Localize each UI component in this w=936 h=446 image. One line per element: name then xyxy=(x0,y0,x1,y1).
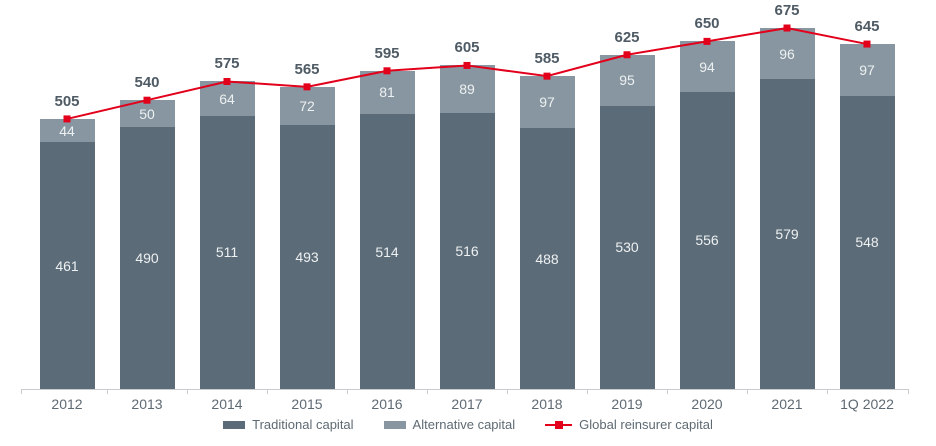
legend-item-traditional-capital: Traditional capital xyxy=(223,417,354,433)
legend-dot-icon xyxy=(555,421,564,429)
x-axis-label: 2019 xyxy=(611,396,643,412)
total-value-label: 585 xyxy=(534,50,560,68)
total-value-label: 575 xyxy=(214,55,240,73)
traditional-capital-segment xyxy=(519,128,575,389)
total-value-label: 645 xyxy=(854,18,880,36)
x-axis-tick xyxy=(507,389,508,394)
traditional-capital-value-label: 493 xyxy=(295,249,319,266)
x-axis-label: 2012 xyxy=(51,396,83,412)
total-value-label: 595 xyxy=(374,44,400,62)
total-value-label: 605 xyxy=(454,39,480,57)
x-axis-label: 2018 xyxy=(531,396,563,412)
traditional-capital-segment xyxy=(759,79,815,389)
x-axis-tick xyxy=(587,389,588,394)
alternative-capital-segment xyxy=(39,118,95,143)
x-axis-tick xyxy=(427,389,428,394)
traditional-capital-segment xyxy=(39,142,95,389)
alternative-capital-value-label: 96 xyxy=(779,45,795,62)
legend-label: Traditional capital xyxy=(252,417,354,432)
x-axis-tick xyxy=(347,389,348,394)
total-value-label: 565 xyxy=(294,60,320,78)
legend-swatch-icon xyxy=(223,421,246,429)
x-axis-tick xyxy=(667,389,668,394)
traditional-capital-value-label: 490 xyxy=(135,249,159,266)
x-axis-line xyxy=(21,389,908,390)
legend-label: Global reinsurer capital xyxy=(579,417,713,432)
total-value-label: 675 xyxy=(774,2,800,19)
traditional-capital-value-label: 511 xyxy=(215,244,239,261)
x-axis-label: 1Q 2022 xyxy=(840,396,894,412)
traditional-capital-segment xyxy=(199,115,255,389)
legend-item-global-reinsurer-capital: Global reinsurer capital xyxy=(545,417,713,433)
traditional-capital-value-label: 516 xyxy=(455,243,479,260)
alternative-capital-value-label: 72 xyxy=(299,98,315,115)
traditional-capital-segment xyxy=(839,95,895,389)
x-axis-label: 2021 xyxy=(771,396,803,412)
x-axis-tick xyxy=(187,389,188,394)
traditional-capital-value-label: 514 xyxy=(375,243,399,260)
alternative-capital-value-label: 97 xyxy=(859,61,875,78)
alternative-capital-value-label: 50 xyxy=(139,105,155,122)
traditional-capital-value-label: 530 xyxy=(615,239,639,256)
traditional-capital-value-label: 461 xyxy=(55,257,79,274)
legend-label: Alternative capital xyxy=(412,417,516,432)
traditional-capital-segment xyxy=(119,126,175,389)
alternative-capital-value-label: 81 xyxy=(379,84,395,101)
x-axis-tick xyxy=(21,389,22,394)
alternative-capital-value-label: 94 xyxy=(699,58,715,75)
traditional-capital-segment xyxy=(279,125,335,389)
x-axis-label: 2014 xyxy=(211,396,243,412)
legend-swatch-icon xyxy=(383,421,406,429)
total-value-label: 540 xyxy=(134,74,160,92)
traditional-capital-value-label: 579 xyxy=(775,226,799,243)
traditional-capital-value-label: 556 xyxy=(695,232,719,249)
total-value-label: 650 xyxy=(694,15,720,33)
traditional-capital-value-label: 548 xyxy=(855,234,879,251)
x-axis-tick xyxy=(267,389,268,394)
x-axis-label: 2015 xyxy=(291,396,323,412)
x-axis-label: 2016 xyxy=(371,396,403,412)
traditional-capital-value-label: 488 xyxy=(535,250,559,267)
alternative-capital-value-label: 44 xyxy=(59,122,75,139)
traditional-capital-segment xyxy=(679,91,735,389)
traditional-capital-segment xyxy=(359,114,415,389)
x-axis-label: 2020 xyxy=(691,396,723,412)
x-axis-tick xyxy=(107,389,108,394)
traditional-capital-segment xyxy=(439,113,495,389)
alternative-capital-value-label: 64 xyxy=(219,90,235,107)
x-axis-tick xyxy=(827,389,828,394)
x-axis-label: 2017 xyxy=(451,396,483,412)
x-axis-tick xyxy=(908,389,909,394)
legend-item-alternative-capital: Alternative capital xyxy=(383,417,516,433)
total-value-label: 505 xyxy=(54,92,80,110)
x-axis-tick xyxy=(747,389,748,394)
alternative-capital-value-label: 89 xyxy=(459,81,475,98)
alternative-capital-value-label: 97 xyxy=(539,94,555,111)
total-value-label: 625 xyxy=(614,28,640,46)
traditional-capital-segment xyxy=(599,105,655,389)
alternative-capital-value-label: 95 xyxy=(619,72,635,89)
x-axis-label: 2013 xyxy=(131,396,163,412)
legend-line-marker-icon xyxy=(545,420,573,430)
legend: Traditional capital Alternative capital Gl… xyxy=(0,417,936,433)
